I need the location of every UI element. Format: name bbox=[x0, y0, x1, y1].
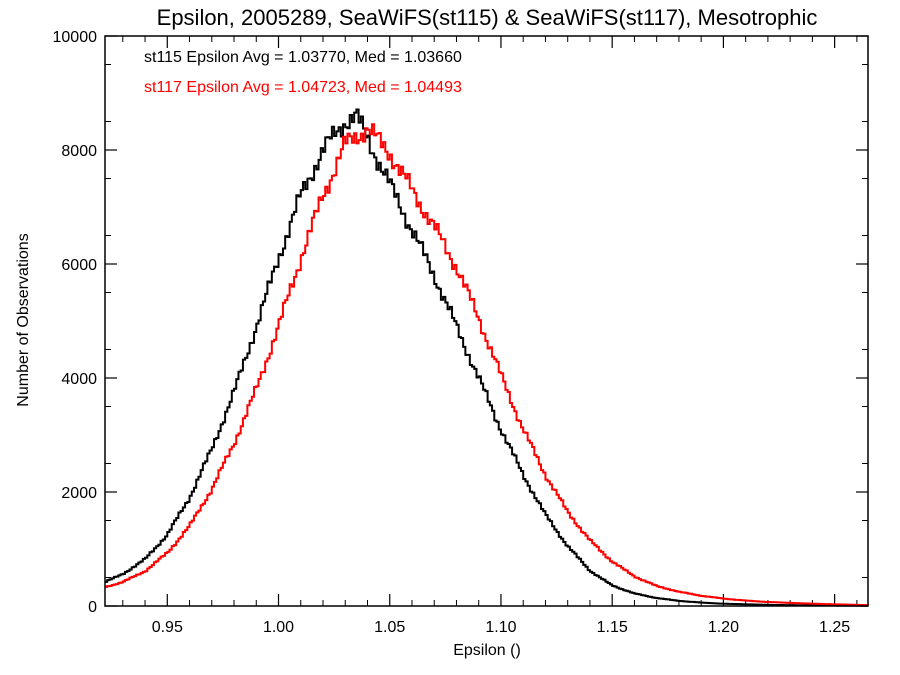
y-tick-label: 8000 bbox=[61, 143, 97, 160]
x-tick-label: 0.95 bbox=[152, 619, 183, 636]
series-line-st115 bbox=[105, 108, 868, 607]
x-tick-label: 1.10 bbox=[485, 619, 516, 636]
legend-st117: st117 Epsilon Avg = 1.04723, Med = 1.044… bbox=[144, 79, 462, 96]
legend-st115: st115 Epsilon Avg = 1.03770, Med = 1.036… bbox=[144, 49, 462, 66]
y-tick-label: 10000 bbox=[53, 29, 98, 46]
y-tick-label: 4000 bbox=[61, 371, 97, 388]
x-tick-label: 1.00 bbox=[263, 619, 294, 636]
y-tick-label: 6000 bbox=[61, 257, 97, 274]
x-tick-label: 1.15 bbox=[597, 619, 628, 636]
x-tick-label: 1.20 bbox=[708, 619, 739, 636]
y-axis-label: Number of Observations bbox=[15, 233, 32, 406]
chart-title: Epsilon, 2005289, SeaWiFS(st115) & SeaWi… bbox=[157, 5, 818, 30]
y-tick-label: 2000 bbox=[61, 485, 97, 502]
x-tick-label: 1.25 bbox=[819, 619, 850, 636]
plot-frame bbox=[104, 35, 869, 607]
y-tick-label: 0 bbox=[88, 599, 97, 616]
series-line-st117 bbox=[105, 123, 869, 607]
x-tick-label: 1.05 bbox=[374, 619, 405, 636]
x-axis-label: Epsilon () bbox=[453, 642, 521, 659]
